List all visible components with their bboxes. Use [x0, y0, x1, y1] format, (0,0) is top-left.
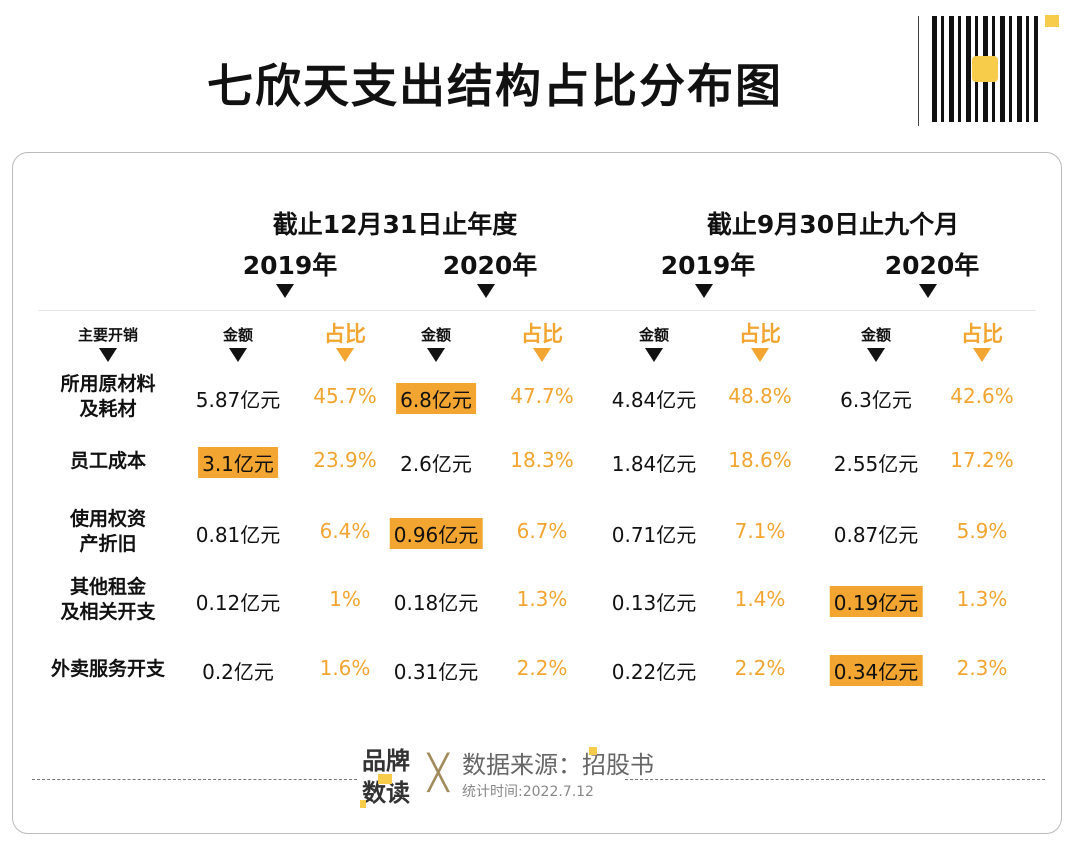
amount-value: 6.3亿元	[840, 388, 912, 412]
ratio-value: 2.2%	[734, 656, 786, 680]
ratio-value: 2.3%	[956, 656, 1008, 680]
triangle-down-icon	[973, 348, 991, 362]
ratio-value: 18.6%	[728, 448, 792, 472]
amount-value: 0.13亿元	[611, 591, 697, 615]
amount-value: 2.55亿元	[833, 452, 919, 476]
amount-value: 0.81亿元	[195, 523, 281, 547]
data-source: 数据来源：招股书	[462, 751, 654, 779]
ratio-header: 占比	[961, 322, 1003, 346]
group-title: 截止9月30日止九个月	[706, 210, 960, 239]
amount-value: 0.18亿元	[393, 591, 479, 615]
row-label: 所用原材料 及耗材	[60, 372, 155, 422]
triangle-down-icon	[427, 348, 445, 362]
amount-value: 0.87亿元	[833, 523, 919, 547]
amount-value: 4.84亿元	[611, 388, 697, 412]
footer-dashline	[32, 779, 357, 780]
ratio-header: 占比	[739, 322, 781, 346]
triangle-down-icon	[533, 348, 551, 362]
ratio-value: 17.2%	[950, 448, 1014, 472]
ratio-value: 1.4%	[734, 587, 786, 611]
row-label: 使用权资 产折旧	[70, 507, 146, 557]
amount-value: 1.84亿元	[611, 452, 697, 476]
ratio-value: 45.7%	[313, 384, 377, 408]
x-mark: ╳	[428, 753, 449, 793]
decor-square	[1045, 15, 1059, 27]
page-title: 七欣天支出结构占比分布图	[207, 59, 783, 113]
ratio-value: 2.2%	[516, 656, 568, 680]
row-label-line: 使用权资	[69, 508, 147, 530]
ratio-value: 47.7%	[510, 384, 574, 408]
brand-logo: 品牌数读	[362, 745, 422, 809]
ratio-value: 1.3%	[516, 587, 568, 611]
year-label: 2020年	[442, 251, 538, 280]
ratio-value: 23.9%	[313, 448, 377, 472]
row-label: 其他租金 及相关开支	[60, 575, 155, 625]
amount-value: 3.1亿元	[198, 447, 278, 478]
ratio-value: 48.8%	[728, 384, 792, 408]
triangle-down-icon	[751, 348, 769, 362]
table-card	[12, 152, 1062, 834]
triangle-down-icon	[99, 348, 117, 362]
ratio-value: 42.6%	[950, 384, 1014, 408]
ratio-value: 1.3%	[956, 587, 1008, 611]
triangle-down-icon	[276, 284, 294, 298]
row-label-line: 外卖服务开支	[50, 657, 166, 680]
ratio-value: 6.7%	[516, 519, 568, 543]
triangle-down-icon	[336, 348, 354, 362]
row-label-line: 产折旧	[79, 533, 137, 555]
triangle-down-icon	[867, 348, 885, 362]
amount-value: 5.87亿元	[195, 388, 281, 412]
stat-date: 统计时间:2022.7.12	[462, 784, 594, 800]
amount-value: 6.8亿元	[396, 383, 476, 414]
amount-header: 金额	[222, 326, 254, 344]
amount-value: 2.6亿元	[400, 452, 472, 476]
group-title: 截止12月31日止年度	[272, 210, 518, 239]
header-divider	[38, 310, 1036, 311]
ratio-value: 6.4%	[319, 519, 371, 543]
triangle-down-icon	[229, 348, 247, 362]
ratio-value: 1%	[329, 587, 361, 611]
row-label: 员工成本	[70, 449, 146, 474]
ratio-header: 占比	[324, 322, 366, 346]
amount-value: 0.96亿元	[389, 518, 483, 549]
row-label-line: 所用原材料	[60, 373, 156, 395]
amount-value: 0.12亿元	[195, 591, 281, 615]
amount-header: 金额	[638, 326, 670, 344]
divider	[918, 16, 919, 126]
triangle-down-icon	[477, 284, 495, 298]
ratio-value: 18.3%	[510, 448, 574, 472]
qr-code	[932, 16, 1038, 122]
amount-header: 金额	[420, 326, 452, 344]
ratio-value: 1.6%	[319, 656, 371, 680]
amount-value: 0.19亿元	[829, 586, 923, 617]
amount-value: 0.31亿元	[393, 660, 479, 684]
triangle-down-icon	[645, 348, 663, 362]
row-label-line: 员工成本	[69, 449, 147, 472]
year-label: 2019年	[660, 251, 756, 280]
row-label: 外卖服务开支	[51, 657, 165, 682]
row-label-line: 及相关开支	[60, 601, 156, 623]
ratio-header: 占比	[521, 322, 563, 346]
amount-value: 0.2亿元	[202, 660, 274, 684]
amount-value: 0.71亿元	[611, 523, 697, 547]
category-header: 主要开销	[77, 326, 139, 344]
amount-value: 0.34亿元	[829, 655, 923, 686]
year-label: 2020年	[884, 251, 980, 280]
amount-value: 0.22亿元	[611, 660, 697, 684]
triangle-down-icon	[919, 284, 937, 298]
year-label: 2019年	[242, 251, 338, 280]
row-label-line: 其他租金	[69, 576, 147, 598]
ratio-value: 7.1%	[734, 519, 786, 543]
triangle-down-icon	[695, 284, 713, 298]
footer-dashline	[625, 779, 1045, 780]
ratio-value: 5.9%	[956, 519, 1008, 543]
amount-header: 金额	[860, 326, 892, 344]
row-label-line: 及耗材	[79, 398, 137, 420]
